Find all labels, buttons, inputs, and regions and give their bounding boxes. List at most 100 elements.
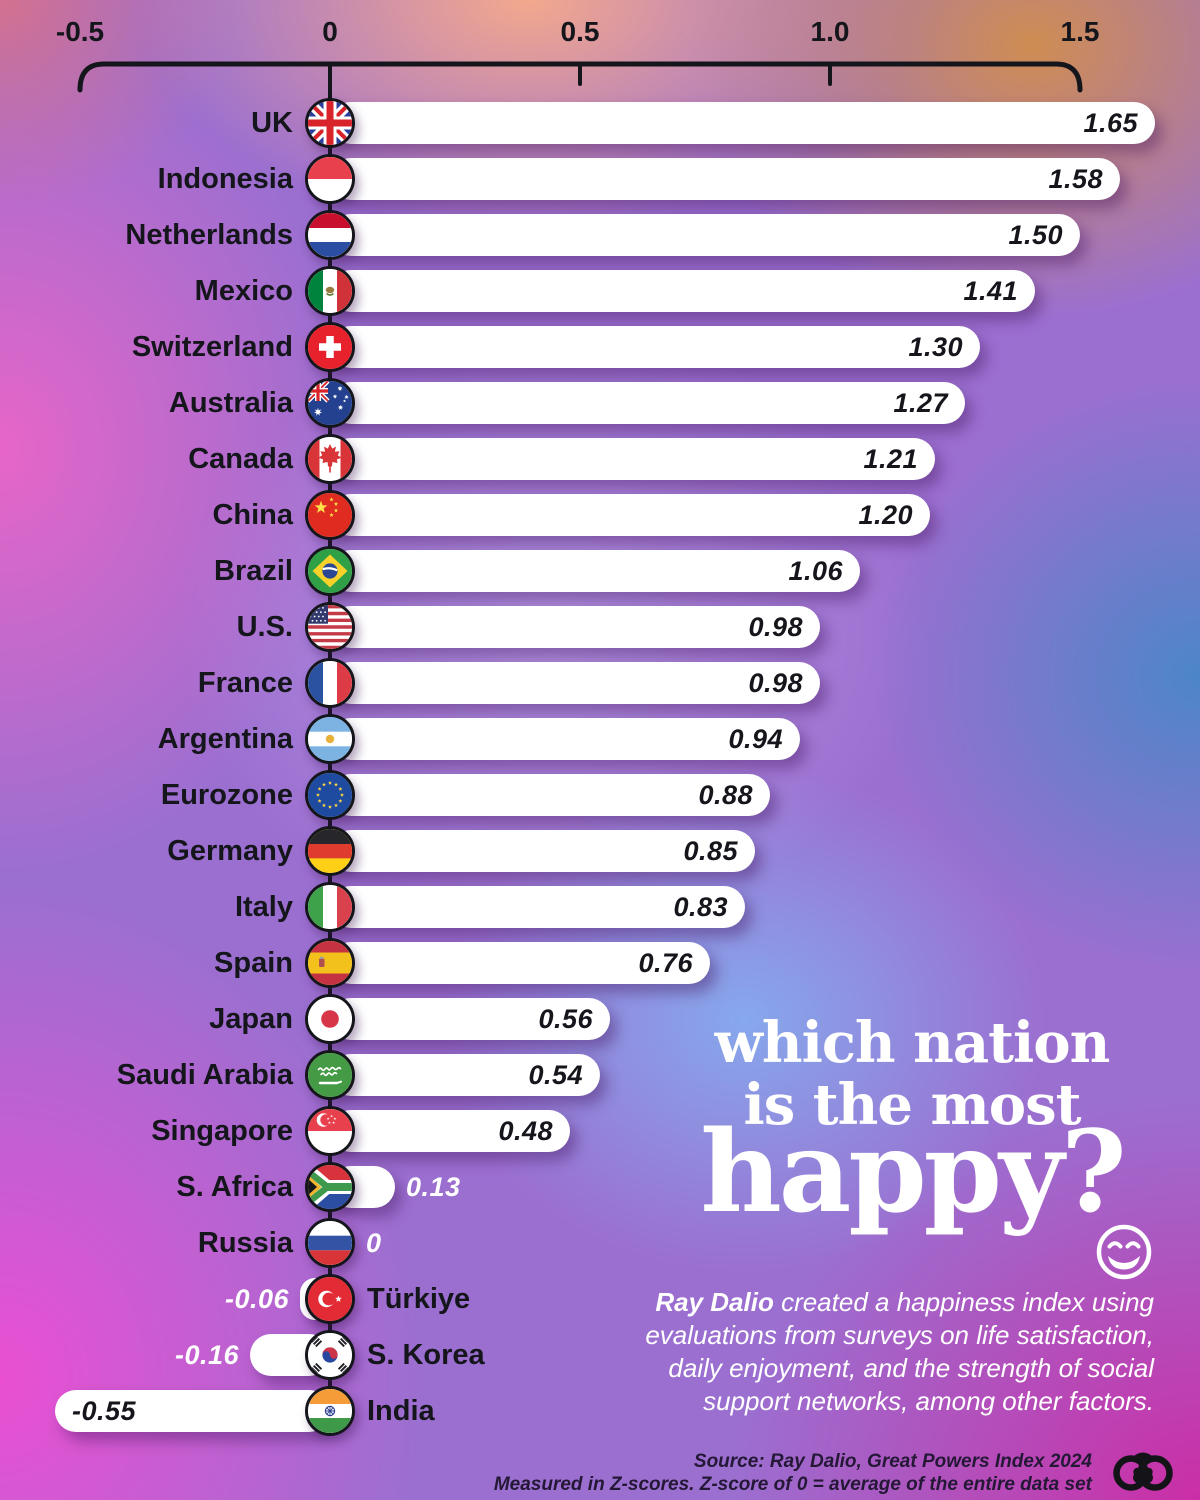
bar-value: 1.65 (1083, 108, 1138, 138)
bar-value: 0.88 (698, 780, 753, 810)
flag-argentina-icon (305, 714, 355, 764)
bar-value: 1.21 (863, 444, 918, 474)
bar (330, 774, 770, 816)
country-label: S. Africa (176, 1171, 293, 1203)
flag-france-icon (305, 658, 355, 708)
bar-value: 0.56 (538, 1004, 593, 1034)
bar-value: 0.48 (498, 1116, 553, 1146)
flag-us-icon (305, 602, 355, 652)
axis-tick-label: 1.0 (810, 16, 850, 47)
bar (330, 830, 755, 872)
axis-tick-label: -0.5 (55, 16, 105, 47)
country-label: Italy (234, 891, 293, 923)
laughing-emoji-icon (1096, 1224, 1152, 1280)
bar-value: 1.50 (1008, 220, 1063, 250)
country-label: Switzerland (131, 331, 293, 363)
flag-germany-icon (305, 826, 355, 876)
bar-value: 0 (366, 1228, 382, 1258)
bar-value: 1.30 (908, 332, 963, 362)
bar (330, 494, 930, 536)
bar (330, 1110, 570, 1152)
bar-value: 1.58 (1048, 164, 1103, 194)
bar-value: 0.85 (683, 836, 738, 866)
axis-tick-label: 0.5 (560, 16, 600, 47)
flag-s-africa-icon (305, 1162, 355, 1212)
description-line: support networks, among other factors. (703, 1386, 1154, 1416)
bar-value: 1.06 (788, 556, 843, 586)
x-axis (77, 61, 1083, 93)
country-label: Türkiye (367, 1283, 471, 1315)
flag-netherlands-icon (305, 210, 355, 260)
bar-value: 0.13 (406, 1172, 461, 1202)
axis-tick-label: 0 (322, 16, 338, 47)
country-label: Singapore (151, 1115, 293, 1147)
bar (330, 102, 1155, 144)
flag-mexico-icon (305, 266, 355, 316)
country-label: Japan (209, 1003, 293, 1035)
country-label: UK (251, 107, 293, 139)
flag-turkiye-icon (305, 1274, 355, 1324)
description-line: Ray Dalio created a happiness index usin… (394, 1286, 1154, 1319)
country-label: Russia (197, 1227, 293, 1259)
bar (330, 270, 1035, 312)
bar-value: 0.83 (673, 892, 728, 922)
flag-switzerland-icon (305, 322, 355, 372)
bar-value: -0.16 (174, 1340, 239, 1370)
bar (330, 886, 745, 928)
description: Ray Dalio created a happiness index usin… (394, 1286, 1154, 1418)
bar (330, 550, 860, 592)
flag-saudi-arabia-icon (305, 1050, 355, 1100)
description-line: evaluations from surveys on life satisfa… (645, 1320, 1154, 1350)
bar-value: 0.98 (748, 668, 803, 698)
axis-tick-label: 1.5 (1060, 16, 1100, 47)
page-title-line1: which nation (714, 1010, 1111, 1076)
bar (330, 438, 935, 480)
country-label: Saudi Arabia (116, 1059, 293, 1091)
bar (330, 606, 820, 648)
bar (55, 1390, 330, 1432)
country-label: Spain (214, 947, 293, 979)
flag-japan-icon (305, 994, 355, 1044)
country-label: China (212, 499, 293, 531)
source-note: Source: Ray Dalio, Great Powers Index 20… (332, 1450, 1092, 1496)
bar-value: 1.27 (893, 388, 948, 418)
flag-eurozone-icon (305, 770, 355, 820)
country-label: S. Korea (367, 1339, 485, 1371)
bar (330, 158, 1120, 200)
page-title-line2: is the most (743, 1072, 1081, 1138)
bar (330, 1054, 600, 1096)
country-label: Australia (168, 387, 293, 419)
bar (330, 214, 1080, 256)
page-title-line3: happy? (700, 1107, 1126, 1238)
bar-value: 0.76 (638, 948, 693, 978)
country-label: France (197, 667, 293, 699)
bar-value: 1.20 (858, 500, 913, 530)
bar (330, 382, 965, 424)
country-label: Canada (188, 443, 293, 475)
bar (330, 718, 800, 760)
bar-value: 0.98 (748, 612, 803, 642)
country-label: U.S. (236, 611, 293, 643)
bar (330, 662, 820, 704)
bar (330, 942, 710, 984)
flag-s-korea-icon (305, 1330, 355, 1380)
country-label: Indonesia (157, 163, 293, 195)
flag-russia-icon (305, 1218, 355, 1268)
flag-uk-icon (305, 98, 355, 148)
source-line2: Measured in Z-scores. Z-score of 0 = ave… (493, 1474, 1092, 1495)
bar-value: 0.54 (528, 1060, 583, 1090)
country-label: Argentina (157, 723, 293, 755)
flag-canada-icon (305, 434, 355, 484)
bar-value: 0.94 (728, 724, 783, 754)
country-label: Mexico (194, 275, 293, 307)
source-line1: Source: Ray Dalio, Great Powers Index 20… (693, 1451, 1092, 1472)
flag-china-icon (305, 490, 355, 540)
country-label: Netherlands (125, 219, 293, 251)
flag-spain-icon (305, 938, 355, 988)
description-line1-rest: created a happiness index using (773, 1287, 1154, 1317)
description-lead: Ray Dalio (655, 1287, 774, 1317)
bar-value: -0.06 (224, 1284, 289, 1314)
bar (330, 326, 980, 368)
flag-australia-icon (305, 378, 355, 428)
